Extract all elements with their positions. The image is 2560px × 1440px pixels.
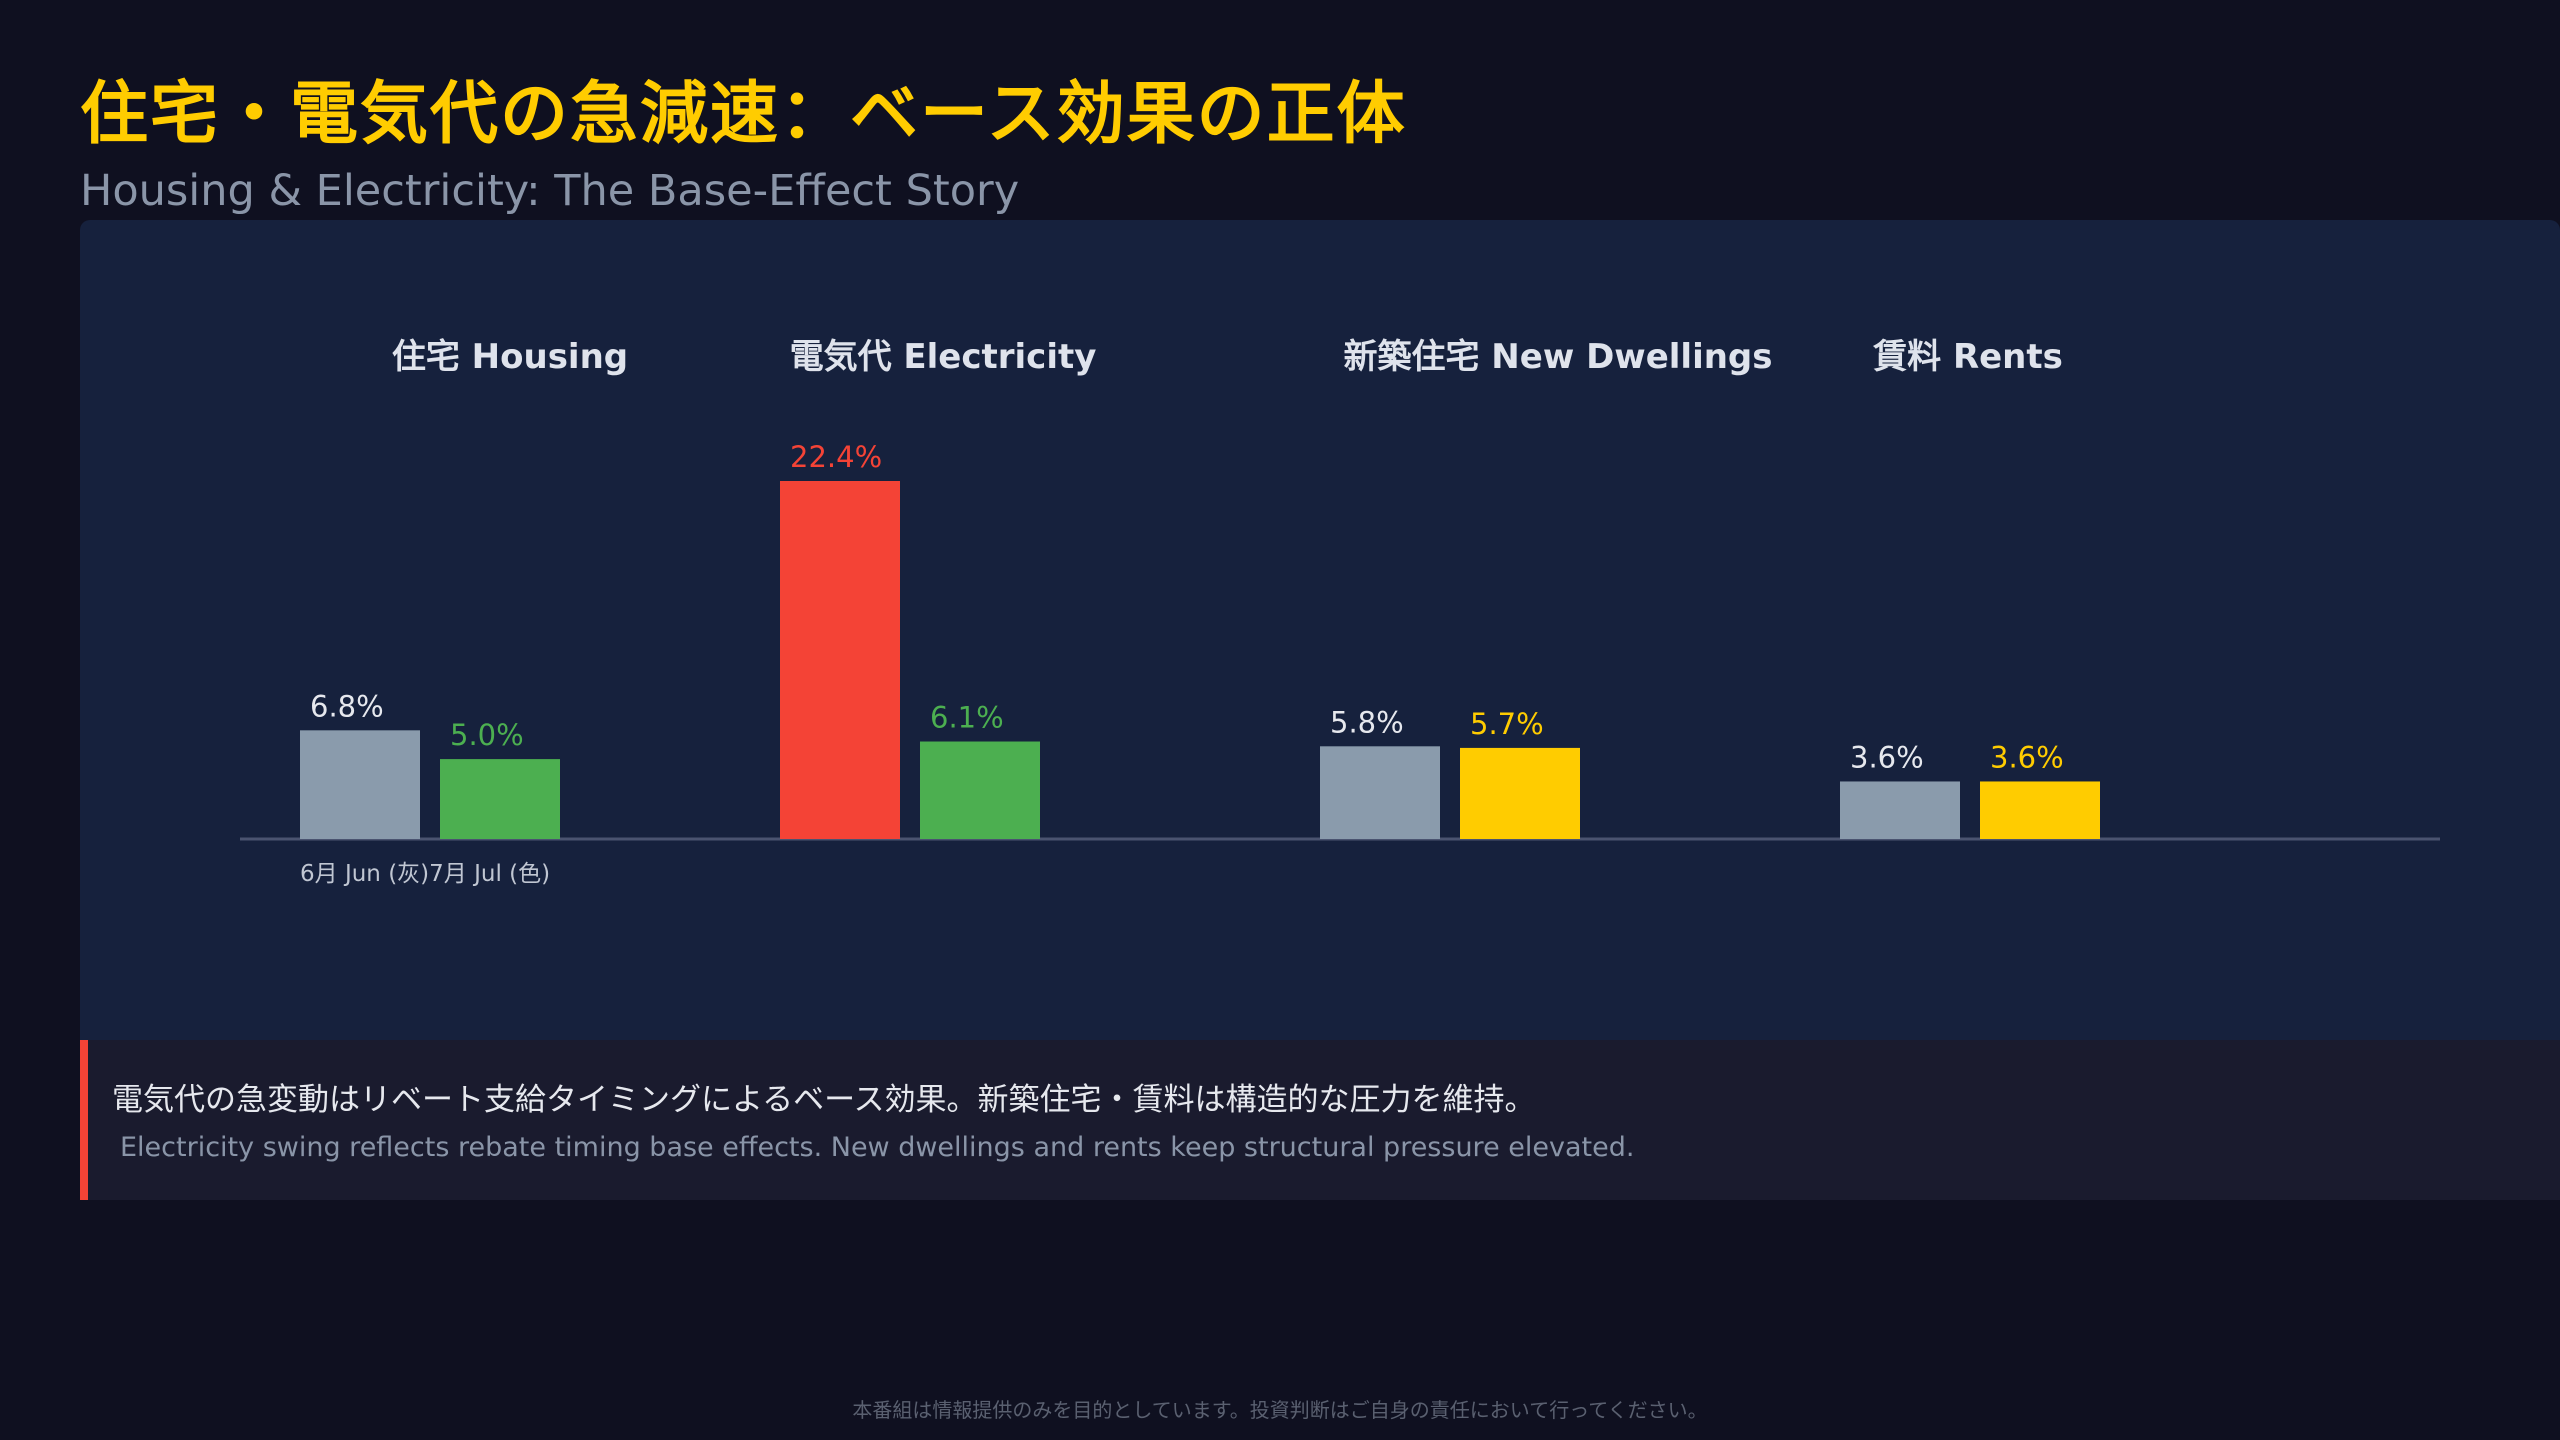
category-label: 新築住宅 New Dwellings	[1343, 337, 1772, 377]
page-subtitle: Housing & Electricity: The Base-Effect S…	[80, 166, 1020, 216]
legend: 6月 Jun (灰)7月 Jul (色)	[300, 861, 550, 887]
bar	[300, 730, 420, 839]
category-label: 住宅 Housing	[392, 337, 628, 377]
bar	[1460, 747, 1580, 839]
bar-value-label: 5.0%	[450, 718, 524, 752]
note-box	[80, 1040, 2560, 1200]
note-japanese: 電気代の急変動はリベート支給タイミングによるベース効果。新築住宅・賃料は構造的な…	[112, 1082, 1536, 1118]
bar-value-label: 3.6%	[1990, 740, 2064, 774]
bar-value-label: 6.8%	[310, 689, 384, 723]
disclaimer: 本番組は情報提供のみを目的としています。投資判断はご自身の責任において行ってくだ…	[852, 1398, 1708, 1422]
bar	[920, 741, 1040, 839]
legend-entry: 7月 Jul (色)	[429, 861, 550, 887]
bar-chart: 住宅 Housing 6.8% 5.0% 電気代 Electricity 22.4% 6.…	[240, 337, 2440, 887]
bar	[1840, 781, 1960, 839]
bar-value-label: 5.7%	[1470, 707, 1544, 741]
category-label: 賃料 Rents	[1872, 337, 2063, 377]
page-title: 住宅・電気代の急減速：ベース効果の正体	[80, 75, 1407, 154]
bar	[440, 759, 560, 839]
bar	[780, 481, 900, 839]
bar	[1320, 746, 1440, 839]
chart-panel: 住宅 Housing 6.8% 5.0% 電気代 Electricity 22.4% 6.…	[80, 220, 2560, 1040]
bar	[1980, 781, 2100, 839]
note-english: Electricity swing reflects rebate timing…	[120, 1132, 1635, 1163]
bar-value-label: 3.6%	[1850, 740, 1924, 774]
legend-entry: 6月 Jun (灰)	[300, 861, 429, 887]
bar-value-label: 22.4%	[790, 440, 882, 474]
category-label: 電気代 Electricity	[790, 337, 1097, 377]
bar-value-label: 6.1%	[930, 701, 1004, 735]
bar-value-label: 5.8%	[1330, 705, 1404, 739]
